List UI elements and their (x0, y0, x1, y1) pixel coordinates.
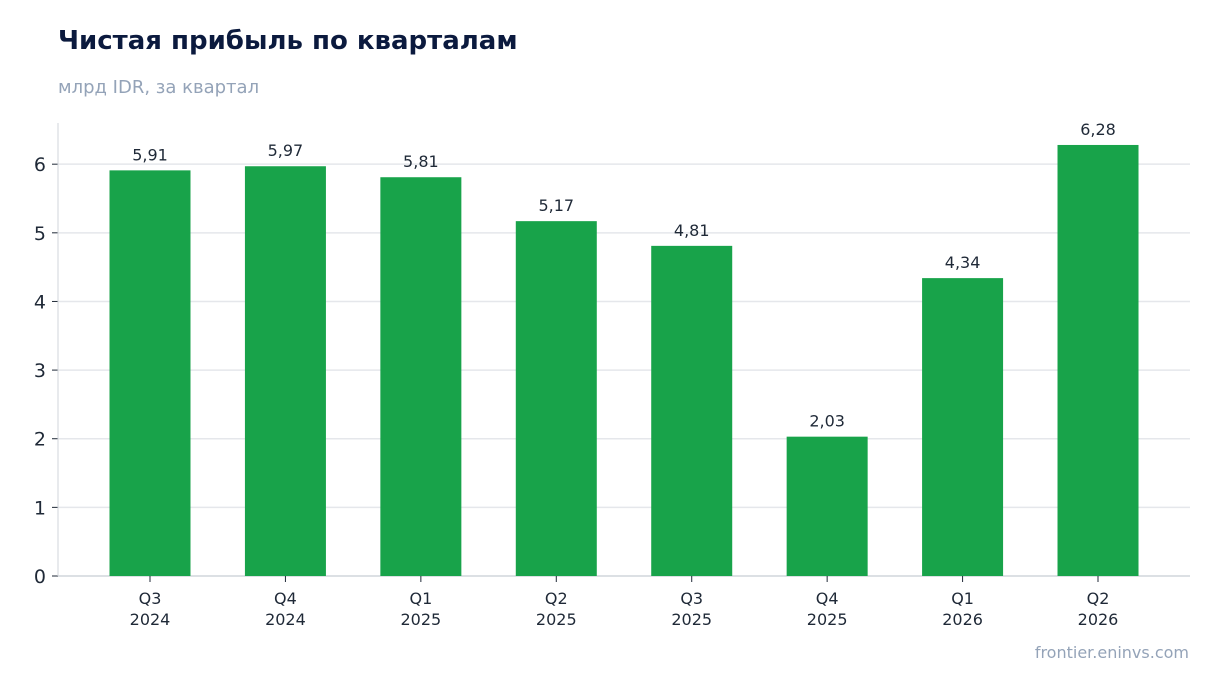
bar-value-label: 4,34 (945, 253, 981, 272)
bar-value-label: 5,91 (132, 145, 168, 164)
bar (651, 245, 733, 577)
bar-value-label: 5,17 (538, 196, 574, 215)
y-tick-label: 5 (34, 223, 46, 245)
x-tick-label-year: 2025 (807, 610, 848, 629)
bar-value-label: 6,28 (1080, 120, 1116, 139)
y-tick-label: 4 (34, 291, 46, 313)
x-tick-label-quarter: Q1 (409, 589, 432, 608)
y-tick-label: 2 (34, 429, 46, 451)
x-tick-label-quarter: Q4 (816, 589, 839, 608)
chart-title: Чистая прибыль по кварталам (58, 26, 518, 56)
x-tick-label-quarter: Q2 (545, 589, 568, 608)
bar (515, 221, 597, 576)
bar (786, 436, 868, 576)
y-tick-label: 6 (34, 154, 46, 176)
x-tick-label-year: 2025 (671, 610, 712, 629)
x-tick-label-quarter: Q3 (680, 589, 703, 608)
bar-value-label: 5,81 (403, 152, 439, 171)
bar-value-label: 2,03 (809, 412, 845, 431)
x-tick-label-year: 2026 (1078, 610, 1119, 629)
bar (380, 177, 462, 577)
x-tick-label-quarter: Q3 (139, 589, 162, 608)
x-tick-label-quarter: Q4 (274, 589, 297, 608)
bar (922, 278, 1004, 576)
y-tick-label: 0 (34, 566, 46, 588)
x-tick-label-quarter: Q2 (1087, 589, 1110, 608)
chart-subtitle: млрд IDR, за квартал (58, 77, 260, 98)
bar (1057, 144, 1139, 577)
x-tick-label-year: 2024 (130, 610, 171, 629)
x-tick-label-year: 2025 (536, 610, 577, 629)
bar-value-label: 5,97 (268, 141, 304, 160)
x-tick-label-quarter: Q1 (951, 589, 974, 608)
source-link[interactable]: frontier.eninvs.com (1034, 643, 1189, 662)
x-tick-label-year: 2025 (401, 610, 442, 629)
y-tick-label: 3 (34, 360, 46, 382)
bar (244, 166, 326, 576)
y-tick-label: 1 (34, 497, 46, 519)
bar-value-label: 4,81 (674, 221, 710, 240)
x-tick-label-year: 2024 (265, 610, 306, 629)
x-tick-label-year: 2026 (942, 610, 983, 629)
bar (109, 170, 191, 577)
